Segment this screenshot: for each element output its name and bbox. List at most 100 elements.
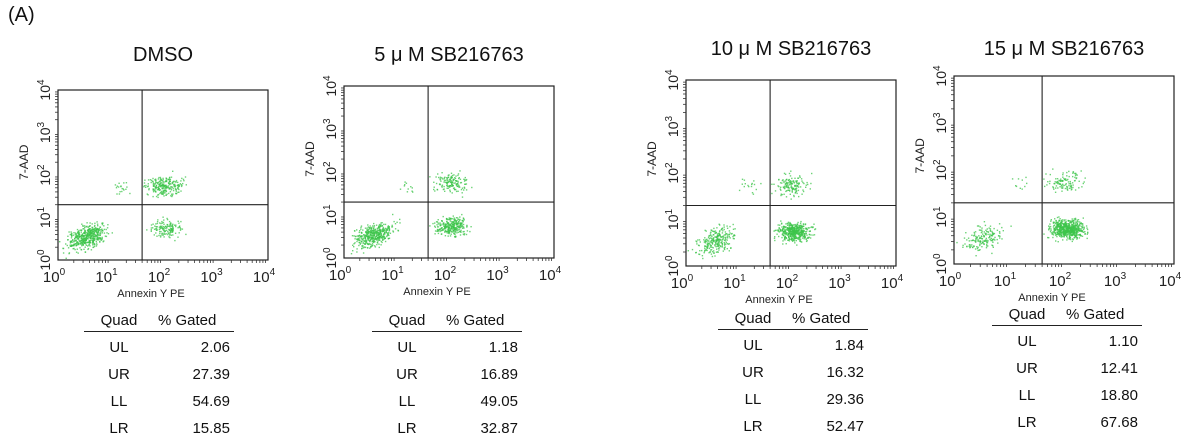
event-point (724, 244, 726, 246)
gated-cell: 1.84 (834, 336, 864, 354)
event-point (791, 240, 794, 242)
event-point (992, 238, 994, 241)
event-point (362, 239, 364, 241)
y-tick-label: 100 (322, 247, 339, 269)
event-point (93, 239, 96, 241)
event-point (59, 241, 61, 243)
quadrant-stats-table: Quad% Gated UL 1.10 UR 12.41 LL 18.80 LR 67.68 (992, 306, 1142, 434)
event-point (165, 179, 168, 182)
event-point (804, 235, 806, 238)
event-point (1053, 224, 1056, 226)
event-point (449, 218, 451, 220)
event-point (1065, 225, 1067, 227)
event-point (725, 241, 727, 243)
event-point (801, 227, 804, 229)
event-point (968, 244, 971, 246)
event-point (362, 247, 365, 249)
event-point (1068, 236, 1071, 238)
event-point (786, 234, 788, 236)
event-point (716, 243, 718, 245)
event-point (82, 224, 84, 227)
event-point (176, 184, 178, 187)
event-point (803, 182, 805, 185)
quad-cell: LL (744, 390, 762, 408)
event-point (96, 227, 98, 230)
event-point (1052, 222, 1055, 224)
quad-header: Quad (718, 310, 788, 330)
event-point (437, 229, 439, 231)
event-point (375, 236, 378, 238)
event-point (1071, 225, 1073, 227)
event-point (364, 234, 366, 236)
event-point (802, 189, 804, 191)
event-point (157, 193, 160, 196)
event-point (979, 244, 981, 247)
x-tick-exponent: 3 (845, 273, 851, 284)
event-point (1066, 171, 1068, 174)
event-point (1084, 233, 1086, 235)
event-point (790, 235, 792, 238)
event-point (716, 235, 719, 237)
event-point (978, 237, 981, 240)
event-point (455, 188, 457, 191)
scatter-points (687, 170, 817, 260)
event-point (80, 229, 83, 231)
table-row: UL 1.18 (372, 332, 522, 360)
event-point (1059, 227, 1061, 229)
event-point (163, 236, 165, 238)
event-point (1068, 175, 1070, 178)
event-point (718, 223, 720, 225)
event-point (162, 216, 164, 218)
y-tick-label: 103 (664, 115, 681, 137)
event-point (1066, 188, 1068, 191)
event-point (1056, 181, 1058, 183)
event-point (457, 231, 460, 233)
event-point (1063, 226, 1065, 228)
panel-3: 10 μ M SB216763 100 101 102 103 104 100 101 102 1… (606, 0, 904, 446)
event-point (466, 224, 468, 227)
event-point (1074, 229, 1077, 231)
event-point (91, 233, 93, 235)
x-tick-label: 100 (939, 271, 962, 290)
event-point (798, 183, 800, 186)
event-point (380, 225, 382, 227)
event-point (159, 179, 162, 181)
event-point (1069, 236, 1072, 239)
event-point (724, 237, 727, 239)
event-point (367, 224, 369, 226)
event-point (101, 239, 103, 241)
event-point (711, 241, 713, 243)
event-point (94, 233, 96, 236)
event-point (1072, 232, 1074, 234)
event-point (1059, 219, 1061, 222)
event-point (702, 257, 704, 260)
event-point (79, 235, 82, 238)
x-tick-exponent: 0 (956, 271, 962, 282)
event-point (383, 237, 386, 239)
event-point (1048, 225, 1050, 227)
event-point (471, 186, 473, 189)
event-point (360, 231, 363, 234)
event-point (438, 223, 440, 225)
event-point (354, 242, 356, 244)
event-point (104, 235, 107, 237)
event-point (1069, 220, 1071, 222)
event-point (810, 226, 812, 229)
event-point (392, 230, 394, 232)
table-row: UL 2.06 (84, 332, 234, 360)
event-point (1072, 221, 1074, 223)
event-point (1079, 221, 1081, 223)
event-point (107, 233, 110, 235)
event-point (691, 248, 694, 251)
event-point (1056, 216, 1059, 219)
event-point (799, 240, 801, 242)
event-point (799, 222, 802, 224)
x-tick-label: 100 (43, 267, 66, 286)
event-point (75, 244, 77, 247)
event-point (1059, 230, 1061, 232)
event-point (780, 186, 782, 188)
event-point (1076, 221, 1078, 224)
event-point (789, 229, 792, 231)
event-point (80, 243, 82, 245)
event-point (1082, 228, 1085, 231)
